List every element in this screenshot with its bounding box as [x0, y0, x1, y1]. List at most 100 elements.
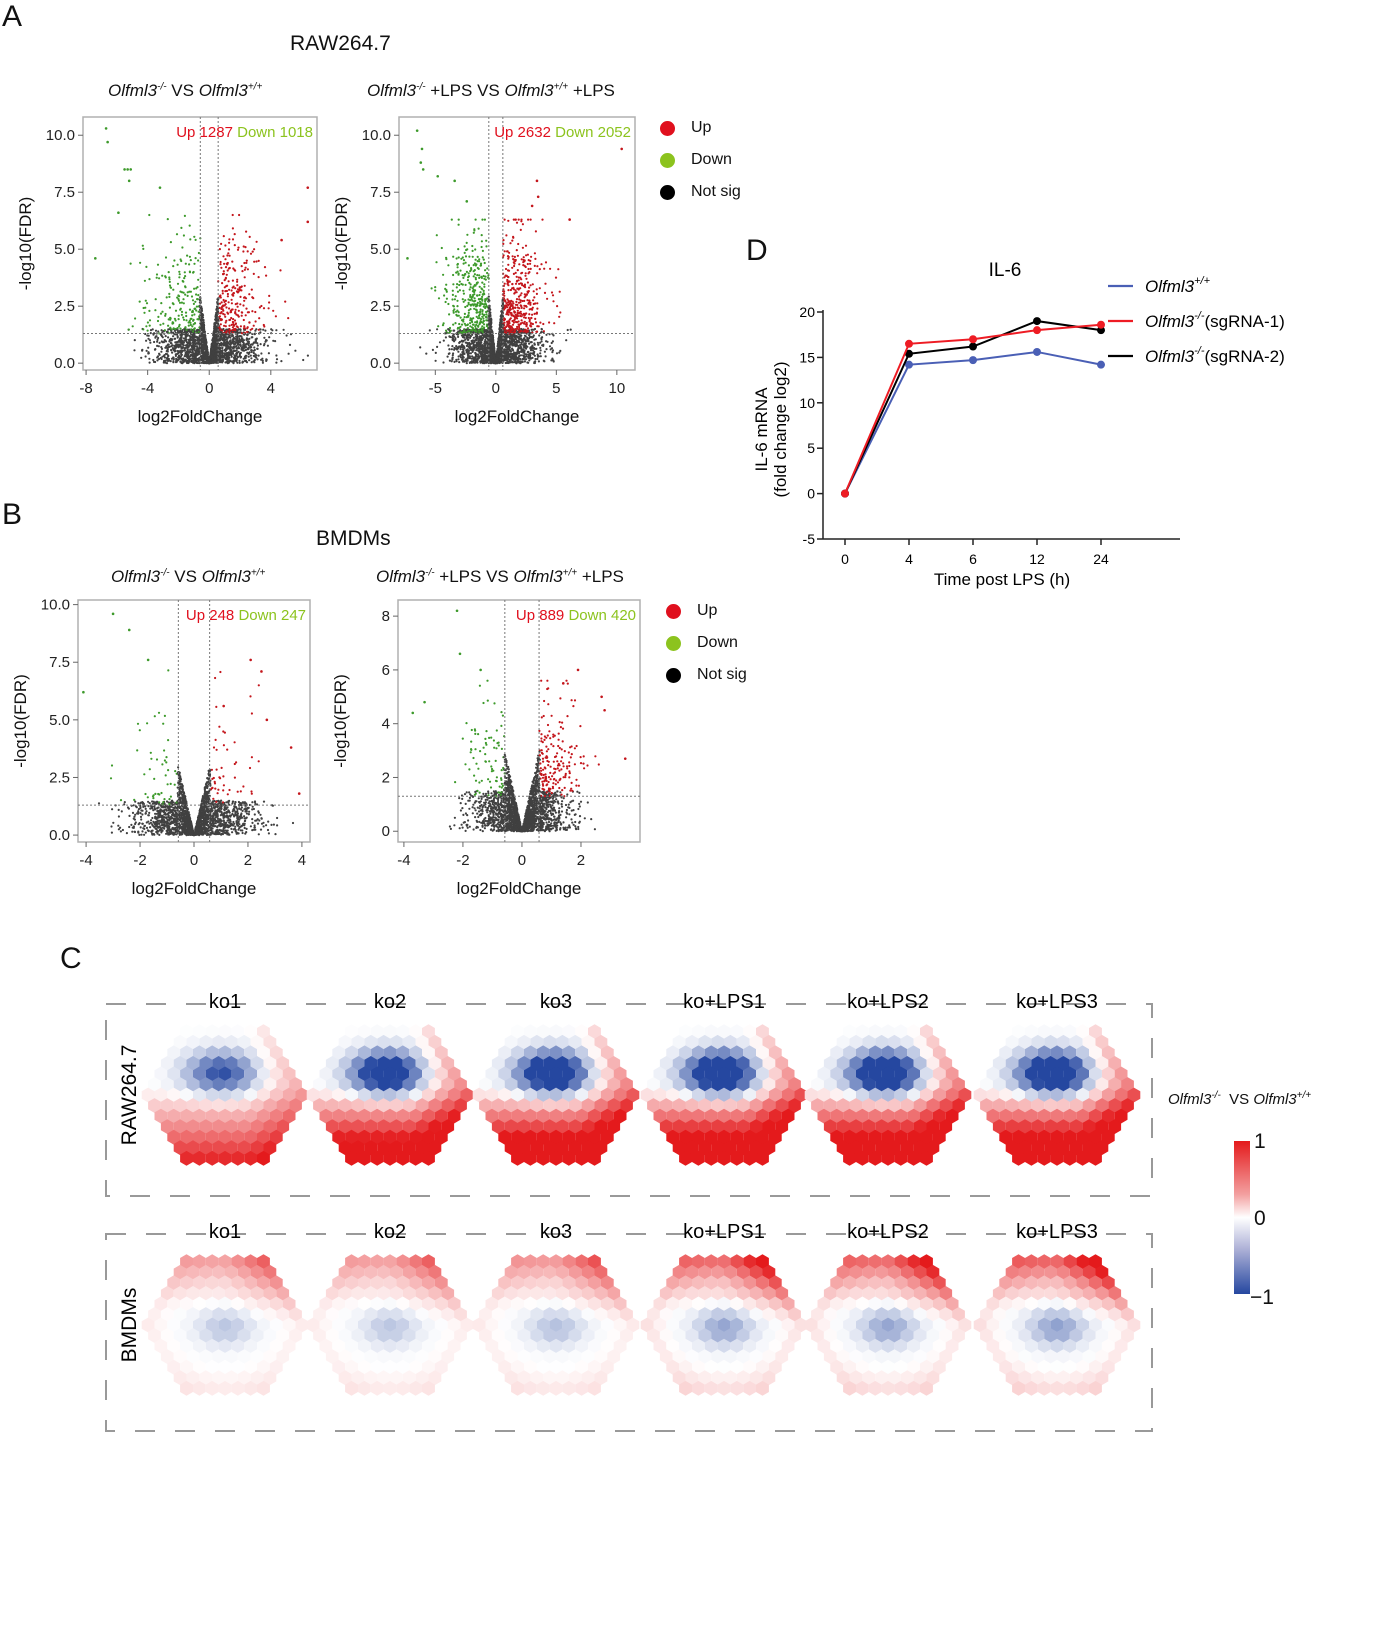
point-down	[470, 326, 474, 329]
point-outlier	[104, 127, 108, 130]
point-not-sig	[523, 334, 527, 337]
point-up	[250, 288, 253, 291]
point-down	[161, 274, 164, 277]
point-not-sig	[228, 360, 231, 363]
point-not-sig	[201, 340, 204, 344]
point-not-sig	[237, 340, 240, 343]
point-up	[231, 308, 234, 311]
point-up	[228, 307, 231, 310]
point-down	[480, 245, 483, 249]
point-down	[437, 325, 440, 328]
point-up	[224, 303, 227, 306]
point-not-sig	[520, 338, 523, 341]
point-not-sig	[524, 355, 527, 358]
point-up	[246, 250, 249, 253]
point-not-sig	[529, 352, 532, 355]
point-down	[194, 307, 197, 310]
point-not-sig	[471, 348, 474, 351]
point-not-sig	[183, 359, 186, 362]
point-not-sig	[196, 346, 199, 350]
point-up	[224, 266, 228, 269]
point-down	[143, 279, 146, 282]
point-not-sig	[477, 340, 480, 343]
point-not-sig	[153, 340, 156, 344]
point-down	[192, 302, 195, 305]
point-not-sig	[452, 338, 455, 341]
point-up	[507, 219, 510, 222]
point-up	[236, 278, 239, 281]
point-up	[503, 218, 506, 221]
point-up	[533, 296, 536, 299]
point-down	[448, 326, 452, 330]
point-not-sig	[442, 361, 445, 364]
point-down	[186, 254, 189, 257]
point-down	[184, 275, 187, 278]
point-up	[534, 230, 537, 233]
point-not-sig	[156, 338, 159, 341]
point-up	[531, 283, 534, 286]
point-up	[502, 297, 506, 300]
point-up	[506, 282, 509, 285]
point-not-sig	[480, 352, 483, 355]
point-down	[191, 325, 194, 328]
point-up	[506, 311, 509, 314]
point-not-sig	[282, 328, 285, 331]
point-down	[196, 286, 199, 289]
point-up	[502, 239, 505, 242]
point-not-sig	[476, 337, 479, 340]
point-not-sig	[526, 336, 529, 339]
point-not-sig	[544, 355, 547, 358]
point-down	[481, 331, 484, 334]
point-not-sig	[484, 336, 487, 339]
point-down	[196, 318, 199, 321]
point-up	[218, 248, 221, 251]
point-up	[514, 282, 518, 285]
point-down	[176, 263, 179, 266]
point-not-sig	[519, 334, 522, 337]
point-down	[184, 311, 188, 314]
point-up	[231, 279, 234, 282]
point-not-sig	[531, 349, 535, 352]
point-not-sig	[216, 350, 219, 353]
point-up	[235, 290, 238, 293]
point-not-sig	[214, 339, 217, 342]
point-down	[458, 283, 461, 287]
point-up	[222, 255, 225, 258]
point-not-sig	[216, 302, 219, 305]
point-up	[523, 307, 526, 310]
point-not-sig	[428, 329, 431, 332]
point-up	[231, 238, 235, 241]
point-not-sig	[451, 358, 454, 361]
point-up	[246, 327, 249, 330]
point-down	[168, 276, 171, 279]
point-up	[529, 267, 532, 270]
point-up	[511, 319, 514, 323]
point-down	[464, 261, 467, 264]
point-down	[180, 259, 183, 263]
point-not-sig	[528, 359, 531, 362]
point-not-sig	[524, 346, 527, 349]
point-not-sig	[511, 348, 514, 351]
point-up	[224, 277, 227, 280]
point-up	[529, 262, 532, 265]
point-down	[467, 309, 470, 312]
point-down	[469, 294, 472, 297]
point-up	[503, 294, 506, 297]
point-not-sig	[148, 357, 151, 360]
point-not-sig	[516, 358, 519, 362]
point-not-sig	[247, 342, 250, 345]
point-not-sig	[160, 357, 163, 361]
point-not-sig	[217, 338, 220, 341]
point-not-sig	[485, 346, 488, 349]
point-not-sig	[238, 352, 242, 355]
point-up	[233, 244, 236, 247]
point-not-sig	[166, 346, 169, 350]
point-up	[222, 235, 225, 238]
point-not-sig	[516, 350, 519, 353]
point-not-sig	[558, 351, 561, 354]
point-not-sig	[527, 350, 530, 354]
point-down	[182, 280, 185, 283]
point-up	[535, 330, 539, 333]
point-up	[523, 283, 526, 286]
point-not-sig	[206, 353, 209, 356]
